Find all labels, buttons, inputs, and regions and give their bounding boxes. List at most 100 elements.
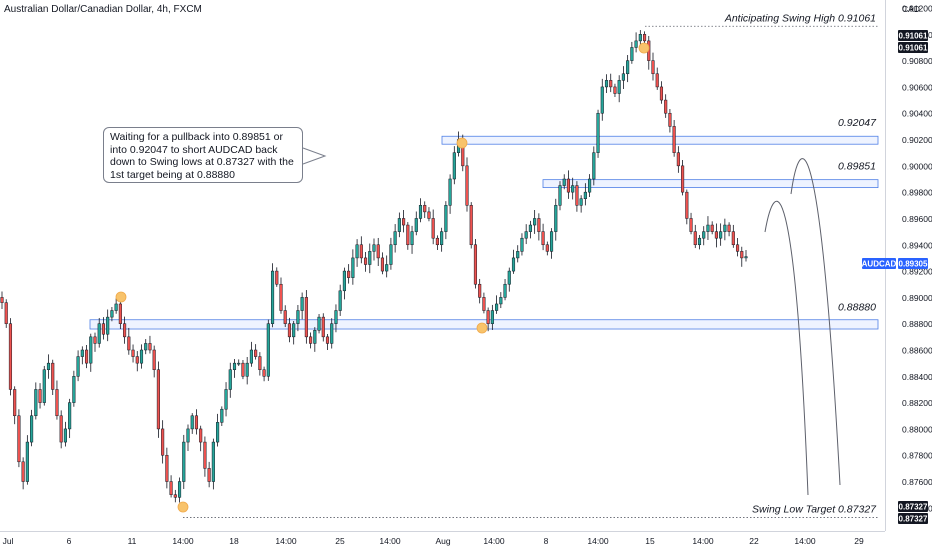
time-tick-label: 14:00 bbox=[587, 536, 609, 546]
price-badge bbox=[898, 258, 928, 269]
candle-down bbox=[93, 336, 97, 344]
candle-down bbox=[17, 415, 21, 463]
candle-up bbox=[232, 362, 237, 370]
candle-down bbox=[731, 231, 735, 246]
candle-up bbox=[562, 178, 566, 186]
candle-down bbox=[156, 369, 160, 430]
swing-point-marker bbox=[476, 322, 488, 334]
candle-up bbox=[414, 218, 418, 232]
candle-down bbox=[8, 323, 13, 390]
price-tick-label: 0.87800 bbox=[902, 451, 932, 461]
candle-down bbox=[689, 218, 693, 232]
candle-down bbox=[123, 323, 127, 338]
candle-up bbox=[42, 369, 46, 403]
candle-up bbox=[634, 40, 638, 48]
candle-down bbox=[258, 356, 262, 370]
candle-up bbox=[393, 231, 397, 246]
annotation-pointer bbox=[302, 147, 327, 165]
price-badge bbox=[862, 258, 896, 269]
candle-up bbox=[596, 112, 600, 153]
candle-down bbox=[0, 297, 4, 303]
level-label: Swing Low Target 0.87327 bbox=[752, 503, 877, 515]
candle-down bbox=[254, 349, 258, 357]
candle-up bbox=[621, 73, 625, 81]
price-badge bbox=[898, 513, 928, 524]
candle-down bbox=[642, 34, 647, 42]
candle-down bbox=[651, 60, 655, 75]
candle-down bbox=[710, 224, 714, 232]
level-label: 0.92047 bbox=[838, 117, 877, 129]
candle-down bbox=[363, 257, 368, 265]
candle-down bbox=[537, 218, 541, 232]
candle-up bbox=[600, 86, 604, 114]
swing-point-marker bbox=[115, 291, 127, 303]
candle-down bbox=[287, 323, 292, 338]
candle-up bbox=[617, 80, 621, 94]
candle-up bbox=[190, 415, 194, 430]
candle-down bbox=[21, 461, 25, 482]
candle-down bbox=[545, 244, 549, 252]
candle-up bbox=[68, 402, 72, 430]
price-tick-label: 0.88800 bbox=[902, 319, 932, 329]
price-tick-label: 0.88000 bbox=[902, 424, 932, 434]
swing-point-marker bbox=[638, 42, 650, 54]
candle-up bbox=[317, 316, 321, 331]
candle-down bbox=[309, 336, 313, 344]
price-tick-label: 0.89600 bbox=[902, 214, 932, 224]
level-label: 0.88880 bbox=[838, 301, 876, 313]
candle-up bbox=[389, 244, 393, 265]
price-tick-label: 0.90600 bbox=[902, 82, 932, 92]
candle-up bbox=[355, 244, 359, 259]
candle-down bbox=[4, 302, 8, 324]
candle-down bbox=[194, 415, 199, 430]
candle-down bbox=[541, 231, 545, 246]
candle-down bbox=[38, 389, 42, 403]
candle-up bbox=[583, 191, 587, 199]
candle-up bbox=[63, 428, 67, 443]
candle-up bbox=[97, 323, 101, 344]
annotation-callout[interactable]: Waiting for a pullback into 0.89851 or i… bbox=[103, 127, 303, 183]
price-tick-label: 0.91200 bbox=[902, 4, 932, 14]
candle-up bbox=[300, 297, 304, 311]
candle-up bbox=[245, 362, 249, 377]
time-tick-label: Aug bbox=[435, 536, 450, 546]
candle-up bbox=[46, 362, 51, 370]
candle-down bbox=[613, 86, 617, 94]
candle-up bbox=[697, 237, 702, 246]
resistance-zone-lower bbox=[542, 179, 879, 189]
candle-down bbox=[203, 441, 207, 469]
price-badge-label: 0.87327 bbox=[899, 503, 928, 512]
candle-down bbox=[84, 349, 89, 364]
candle-down bbox=[207, 468, 211, 482]
candle-up bbox=[106, 316, 110, 335]
candle-down bbox=[279, 283, 283, 311]
candle-up bbox=[723, 224, 727, 232]
candle-up bbox=[186, 428, 190, 443]
candle-up bbox=[114, 303, 118, 311]
candle-up bbox=[592, 152, 596, 180]
time-tick-label: 15 bbox=[645, 536, 655, 546]
swing-point-marker bbox=[177, 501, 189, 513]
candle-down bbox=[283, 310, 287, 324]
candle-down bbox=[380, 257, 385, 272]
candle-down bbox=[402, 218, 406, 226]
candle-down bbox=[685, 191, 689, 219]
candle-up bbox=[110, 310, 114, 318]
candle-up bbox=[604, 80, 609, 88]
price-badge-label: 0.89305 bbox=[899, 260, 928, 269]
candle-down bbox=[165, 454, 169, 482]
candle-up bbox=[503, 283, 507, 298]
time-tick-label: 29 bbox=[854, 536, 864, 546]
candle-up bbox=[76, 356, 80, 377]
candle-down bbox=[199, 428, 203, 443]
candle-up bbox=[630, 47, 634, 61]
candle-up bbox=[385, 264, 389, 272]
candle-up bbox=[490, 310, 494, 324]
candle-up bbox=[372, 244, 376, 252]
candle-up bbox=[144, 343, 148, 351]
candle-down bbox=[101, 323, 106, 335]
candle-down bbox=[735, 244, 740, 252]
candle-up bbox=[499, 297, 503, 305]
candle-up bbox=[507, 270, 511, 285]
